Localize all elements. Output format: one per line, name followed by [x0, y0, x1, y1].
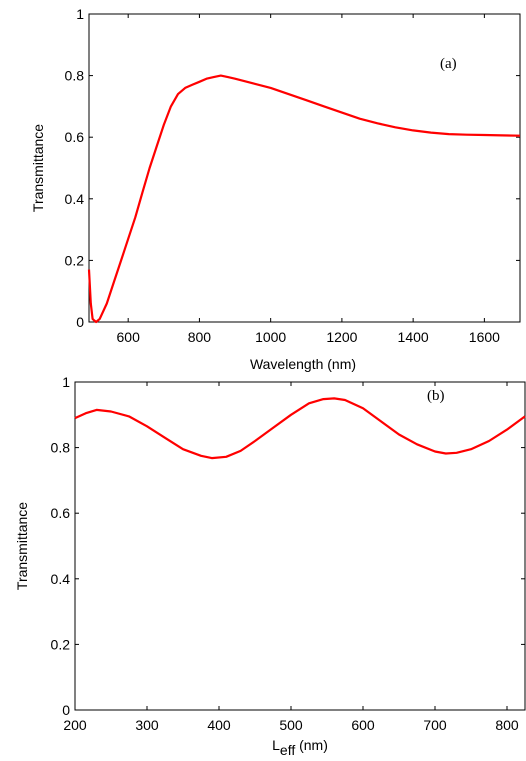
y-tick-label-a: 1 [76, 6, 84, 22]
x-axis-label-a: Wavelength (nm) [250, 356, 356, 372]
x-axis-label-b-sub: eff [280, 742, 295, 758]
y-tick-label-a: 0.4 [65, 191, 85, 207]
y-tick-label-a: 0.8 [65, 68, 85, 84]
x-tick-label-a: 800 [188, 329, 212, 345]
panel-a: 600 800 1000 1200 1400 1600 0 0.2 0.4 0.6 0.8 1 (a… [30, 6, 521, 372]
x-tick-label-b: 600 [351, 717, 375, 733]
series-line-b [74, 397, 526, 460]
y-tick-label-b: 0.2 [51, 636, 71, 652]
y-tick-label-b: 0.4 [51, 571, 71, 587]
y-axis-label-a: Transmittance [30, 124, 46, 212]
y-tick-label-a: 0.6 [65, 129, 85, 145]
x-axis-label-b: Leff (nm) [272, 737, 328, 758]
y-tick-label-a: 0 [76, 314, 84, 330]
y-tick-label-b: 0.8 [51, 440, 71, 456]
y-tick-label-b: 0 [62, 702, 70, 718]
plot-frame-a [88, 13, 521, 323]
y-axis-label-b: Transmittance [14, 502, 30, 590]
x-tick-label-b: 400 [207, 717, 231, 733]
x-tick-label-a: 1400 [398, 329, 429, 345]
y-tick-label-a: 0.2 [65, 252, 85, 268]
x-tick-label-a: 1200 [326, 329, 357, 345]
series-line-a [87, 74, 521, 324]
x-ticks-b: 200 300 400 500 600 700 800 [63, 382, 519, 733]
y-ticks-b: 0 0.2 0.4 0.6 0.8 1 [51, 374, 525, 718]
panel-label-b: (b) [427, 388, 445, 404]
x-tick-label-a: 1600 [469, 329, 500, 345]
x-tick-label-a: 1000 [255, 329, 286, 345]
x-axis-label-b-main: L [272, 737, 280, 753]
panel-b: 200 300 400 500 600 700 800 0 0.2 0.4 0.6 0.8 1 (b)… [14, 374, 526, 758]
y-tick-label-b: 0.6 [51, 505, 71, 521]
x-tick-label-b: 200 [63, 717, 87, 733]
x-axis-label-b-unit: (nm) [295, 737, 328, 753]
panel-label-a: (a) [440, 56, 457, 72]
x-tick-label-b: 300 [135, 717, 159, 733]
y-tick-label-b: 1 [62, 374, 70, 390]
y-ticks-a: 0 0.2 0.4 0.6 0.8 1 [65, 6, 520, 330]
x-tick-label-a: 600 [117, 329, 141, 345]
plot-frame-b [74, 381, 526, 711]
x-tick-label-b: 500 [279, 717, 303, 733]
x-tick-label-b: 700 [423, 717, 447, 733]
x-tick-label-b: 800 [495, 717, 519, 733]
x-ticks-a: 600 800 1000 1200 1400 1600 [117, 14, 500, 345]
